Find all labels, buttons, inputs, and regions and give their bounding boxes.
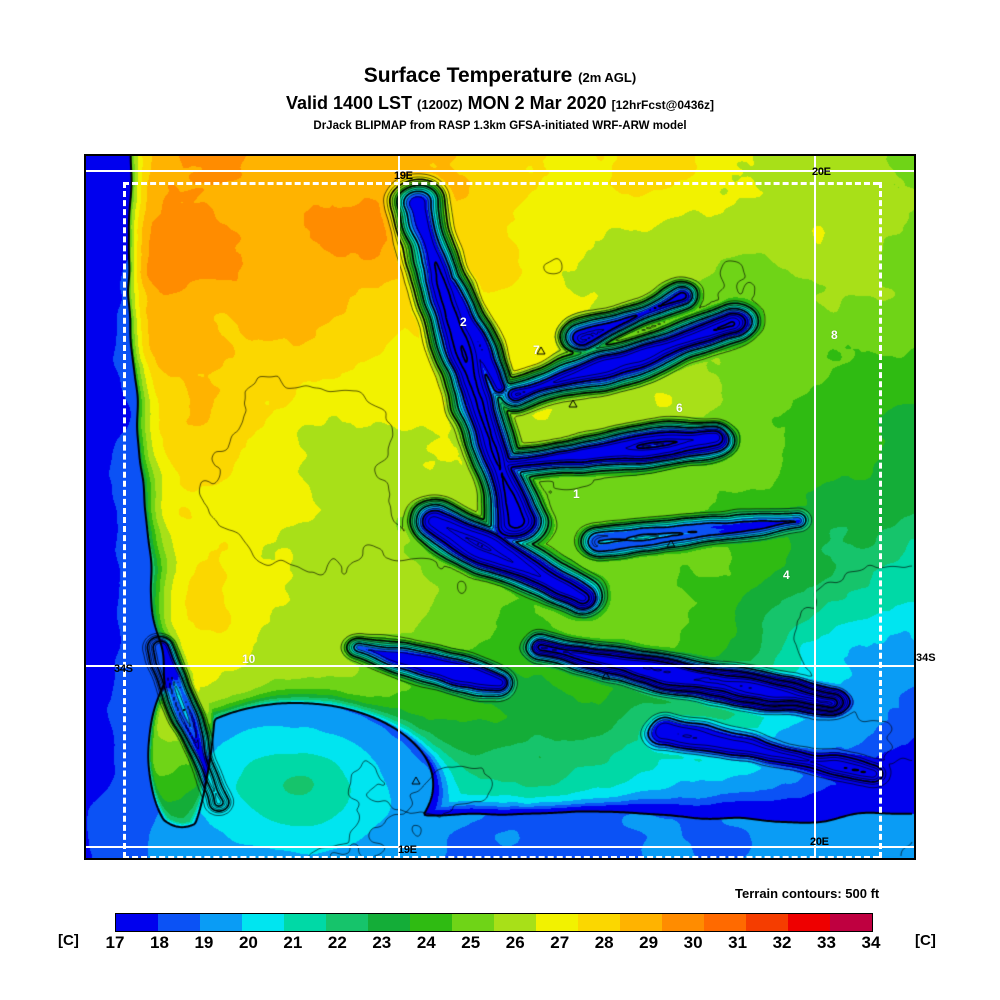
colorbar-tick-30: 30 xyxy=(683,933,703,952)
colorbar-tick-23: 23 xyxy=(372,933,392,952)
colorbar-tick-18: 18 xyxy=(150,933,169,952)
colorbar-tick-labels: 17 18 19 20 21 22 23 24 25 26 27 28 29 30 31 32 33 34 xyxy=(106,932,881,956)
colorbar-segment-0 xyxy=(116,914,158,931)
domain-box-bottom xyxy=(123,856,879,858)
colorbar-segment-7 xyxy=(410,914,452,931)
colorbar-tick-25: 25 xyxy=(461,933,481,952)
colorbar-tick-22: 22 xyxy=(327,933,347,952)
colorbar-segment-6 xyxy=(368,914,410,931)
colorbar-segment-9 xyxy=(494,914,536,931)
colorbar-segment-11 xyxy=(578,914,620,931)
colorbar-segment-2 xyxy=(200,914,242,931)
title-block: Surface Temperature (2m AGL) Valid 1400 … xyxy=(0,64,1000,134)
colorbar-tick-34: 34 xyxy=(861,933,881,952)
colorbar-segment-1 xyxy=(158,914,200,931)
graticule-line-top xyxy=(86,170,914,172)
domain-box-left xyxy=(123,182,126,858)
terrain-contour-note: Terrain contours: 500 ft xyxy=(735,886,880,901)
colorbar-segment-15 xyxy=(746,914,788,931)
graticule-line-34s xyxy=(86,665,914,667)
valid-date-text: MON 2 Mar 2020 xyxy=(467,93,607,113)
valid-time-line: Valid 1400 LST (1200Z) MON 2 Mar 2020 [1… xyxy=(0,91,1000,117)
colorbar-segment-14 xyxy=(704,914,746,931)
colorbar-tick-32: 32 xyxy=(772,933,792,952)
model-source-text: DrJack BLIPMAP from RASP 1.3km GFSA-init… xyxy=(313,120,687,132)
unit-label-left: [C] xyxy=(58,932,79,949)
site-marker-10[interactable]: 10 xyxy=(242,652,256,666)
graticule-label-34s: 34S xyxy=(114,663,133,675)
temperature-field-canvas xyxy=(86,156,914,858)
forecast-hour-text: [12hrFcst@0436z] xyxy=(611,98,715,112)
site-marker-4[interactable]: 4 xyxy=(783,568,790,582)
colorbar-segment-10 xyxy=(536,914,578,931)
temperature-map[interactable]: 19E 20E 19E 20E 34S 1 2 4 6 7 8 10 xyxy=(84,154,916,860)
page-title: Surface Temperature (2m AGL) xyxy=(0,64,1000,90)
colorbar-segment-8 xyxy=(452,914,494,931)
graticule-line-19e xyxy=(398,156,400,858)
site-marker-6[interactable]: 6 xyxy=(676,401,683,415)
domain-box-top xyxy=(123,182,879,185)
valid-utc-text: (1200Z) xyxy=(417,97,463,112)
graticule-line-20e xyxy=(814,156,816,858)
site-marker-7[interactable]: 7 xyxy=(533,343,540,357)
site-marker-2[interactable]: 2 xyxy=(460,315,467,329)
title-main-text: Surface Temperature xyxy=(363,64,573,87)
title-level-text: (2m AGL) xyxy=(578,70,637,85)
colorbar-tick-26: 26 xyxy=(505,933,525,952)
colorbar-segment-13 xyxy=(662,914,704,931)
site-marker-1[interactable]: 1 xyxy=(573,487,580,501)
graticule-label-19e: 19E xyxy=(394,170,413,182)
graticule-line-bottom xyxy=(86,846,914,848)
colorbar-tick-28: 28 xyxy=(594,933,614,952)
graticule-label-20e: 20E xyxy=(812,166,831,178)
colorbar-tick-20: 20 xyxy=(238,933,258,952)
colorbar-tick-31: 31 xyxy=(728,933,748,952)
unit-label-right: [C] xyxy=(915,932,936,949)
axis-label-34s: 34S xyxy=(916,652,936,664)
colorbar-segment-4 xyxy=(284,914,326,931)
colorbar-segment-3 xyxy=(242,914,284,931)
graticule-label-20e: 20E xyxy=(810,836,829,848)
graticule-label-19e: 19E xyxy=(398,844,417,856)
domain-box-right xyxy=(879,182,882,858)
colorbar-tick-21: 21 xyxy=(283,933,303,952)
valid-lst-text: Valid 1400 LST xyxy=(285,93,412,113)
colorbar-segment-12 xyxy=(620,914,662,931)
colorbar-tick-27: 27 xyxy=(550,933,570,952)
colorbar-legend: [C] 17 18 19 20 21 22 23 24 25 26 27 28 29 30 31 32 33 34… xyxy=(0,908,1000,954)
site-marker-8[interactable]: 8 xyxy=(831,328,838,342)
colorbar-swatches xyxy=(115,913,873,932)
colorbar-tick-24: 24 xyxy=(416,933,436,952)
colorbar-segment-5 xyxy=(326,914,368,931)
colorbar-tick-17: 17 xyxy=(105,933,125,952)
colorbar-tick-33: 33 xyxy=(817,933,836,952)
colorbar-segment-16 xyxy=(788,914,830,931)
colorbar-tick-29: 29 xyxy=(639,933,659,952)
colorbar-tick-19: 19 xyxy=(194,933,214,952)
colorbar-segment-17 xyxy=(830,914,872,931)
